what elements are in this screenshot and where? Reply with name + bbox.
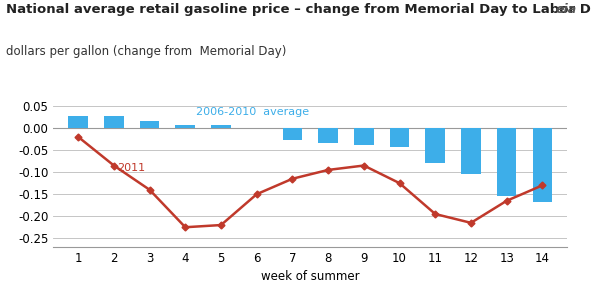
Bar [497, 128, 517, 196]
Bar [354, 128, 374, 145]
X-axis label: week of summer: week of summer [261, 270, 359, 283]
Bar [532, 128, 552, 202]
Text: 2011: 2011 [118, 163, 145, 173]
Bar [461, 128, 480, 174]
Text: eia: eia [555, 3, 576, 16]
Bar [104, 116, 124, 128]
Text: 2006-2010  average: 2006-2010 average [196, 107, 309, 117]
Bar [140, 121, 160, 128]
Bar [319, 128, 338, 143]
Bar [211, 125, 231, 128]
Text: National average retail gasoline price – change from Memorial Day to Labor Day 2: National average retail gasoline price –… [6, 3, 591, 16]
Bar [176, 125, 195, 128]
Bar [426, 128, 445, 163]
Bar [389, 128, 410, 147]
Text: dollars per gallon (change from  Memorial Day): dollars per gallon (change from Memorial… [6, 45, 286, 59]
Bar [282, 128, 302, 140]
Bar [69, 116, 88, 128]
